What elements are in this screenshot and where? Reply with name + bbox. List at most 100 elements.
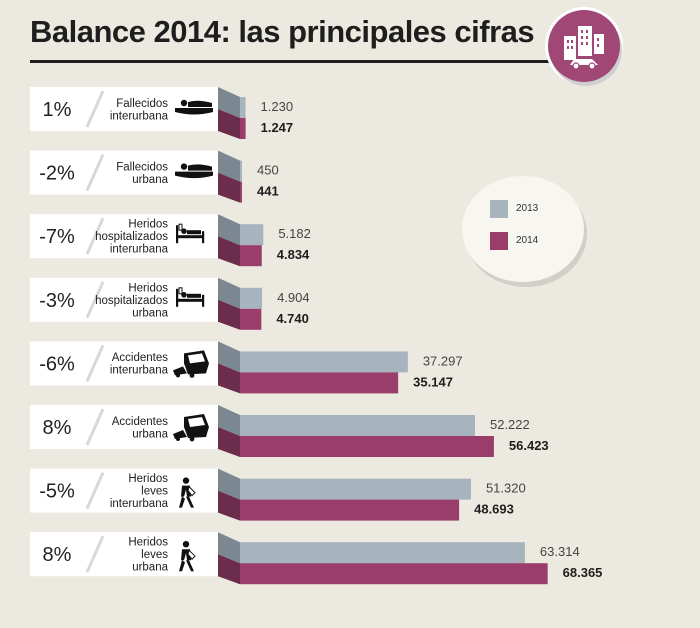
category-label: interurbana	[110, 244, 169, 256]
legend-label-2013: 2013	[516, 203, 539, 214]
category-label: leves	[141, 486, 168, 498]
change-percent: -5%	[39, 481, 75, 503]
bar-fold-2013	[218, 468, 240, 500]
city-car-icon	[548, 10, 620, 82]
change-percent: -2%	[39, 163, 75, 185]
bar-fold-2013	[218, 87, 240, 118]
change-percent: -7%	[39, 226, 75, 248]
bar-2013	[240, 287, 263, 309]
hospital-bed-icon	[176, 287, 205, 307]
row-divider	[85, 281, 105, 319]
bar-2013	[240, 415, 475, 436]
value-label-2014: 48.693	[474, 502, 514, 517]
title-underline	[30, 60, 550, 63]
bar-2014	[240, 563, 548, 585]
value-label-2014: 1.247	[261, 120, 294, 135]
category-label: Heridos	[128, 219, 168, 231]
crashed-car-icon	[173, 414, 209, 442]
legend-swatch-2013	[490, 200, 508, 218]
bar-fold-2014	[218, 554, 240, 585]
category-label: urbana	[132, 562, 168, 574]
bar-fold-2013	[218, 150, 240, 182]
category-label: hospitalizados	[95, 295, 168, 307]
injured-walker-icon	[179, 477, 196, 508]
row-divider	[85, 344, 105, 383]
value-label-2014: 441	[257, 184, 279, 199]
category-label: hospitalizados	[95, 231, 168, 243]
bar-2013	[240, 224, 264, 246]
category-label: Accidentes	[112, 416, 169, 428]
bar-fold-2013	[218, 405, 240, 436]
value-label-2013: 450	[257, 163, 279, 178]
crashed-car-icon	[173, 350, 209, 378]
lying-person-icon	[175, 99, 213, 115]
category-label: urbana	[132, 174, 168, 186]
value-label-2013: 37.297	[423, 353, 463, 368]
row-divider	[85, 408, 105, 446]
bar-fold-2014	[218, 299, 240, 330]
bar-fold-2013	[218, 341, 240, 373]
value-label-2014: 68.365	[563, 565, 603, 580]
category-label: Fallecidos	[116, 98, 168, 110]
bar-2014	[240, 372, 399, 394]
bar-2013	[240, 97, 246, 118]
bar-2014	[240, 436, 494, 457]
category-label: interurbana	[110, 110, 169, 122]
row-divider	[85, 535, 105, 573]
bar-fold-2014	[218, 363, 240, 394]
row-divider	[85, 217, 105, 255]
category-label: Heridos	[128, 473, 168, 485]
change-percent: 8%	[43, 544, 72, 566]
bar-2013	[240, 160, 243, 182]
change-percent: 1%	[43, 99, 72, 121]
row-divider	[85, 90, 105, 128]
value-label-2014: 4.740	[276, 311, 309, 326]
category-label: Heridos	[128, 282, 168, 294]
legend-swatch-2014	[490, 232, 508, 250]
change-percent: -3%	[39, 290, 75, 312]
bar-2013	[240, 351, 408, 373]
category-label: urbana	[132, 307, 168, 319]
category-label: urbana	[132, 428, 168, 440]
value-label-2013: 1.230	[261, 99, 294, 114]
bar-2013	[240, 478, 471, 500]
bar-2014	[240, 181, 242, 203]
category-label: Heridos	[128, 537, 168, 549]
value-label-2013: 5.182	[278, 226, 311, 241]
injured-walker-icon	[179, 541, 196, 572]
bar-fold-2013	[218, 532, 240, 564]
value-label-2013: 63.314	[540, 544, 580, 559]
bar-2014	[240, 499, 460, 521]
category-label: interurbana	[110, 498, 169, 510]
bar-fold-2014	[218, 427, 240, 457]
category-label: leves	[141, 549, 168, 561]
category-label: Fallecidos	[116, 161, 168, 173]
value-label-2014: 4.834	[277, 247, 310, 262]
value-label-2013: 52.222	[490, 417, 530, 432]
row-divider	[85, 153, 105, 192]
category-label: Accidentes	[112, 352, 169, 364]
hospital-bed-icon	[176, 223, 205, 244]
change-percent: 8%	[43, 417, 72, 439]
bar-2014	[240, 308, 262, 330]
legend: 2013 2014	[462, 176, 584, 282]
bar-fold-2014	[218, 236, 240, 267]
bar-2014	[240, 118, 246, 139]
value-label-2014: 56.423	[509, 438, 549, 453]
bar-2013	[240, 542, 525, 564]
bar-fold-2013	[218, 214, 240, 246]
lying-person-icon	[175, 163, 213, 179]
chart-title: Balance 2014: las principales cifras	[30, 14, 535, 49]
bar-fold-2014	[218, 172, 240, 203]
value-label-2014: 35.147	[413, 374, 453, 389]
value-label-2013: 4.904	[277, 290, 310, 305]
category-label: interurbana	[110, 365, 169, 377]
change-percent: -6%	[39, 353, 75, 375]
bar-fold-2014	[218, 490, 240, 521]
legend-label-2014: 2014	[516, 235, 539, 246]
bar-fold-2013	[218, 277, 240, 309]
bar-2014	[240, 245, 262, 267]
value-label-2013: 51.320	[486, 481, 526, 496]
bar-fold-2014	[218, 109, 240, 139]
